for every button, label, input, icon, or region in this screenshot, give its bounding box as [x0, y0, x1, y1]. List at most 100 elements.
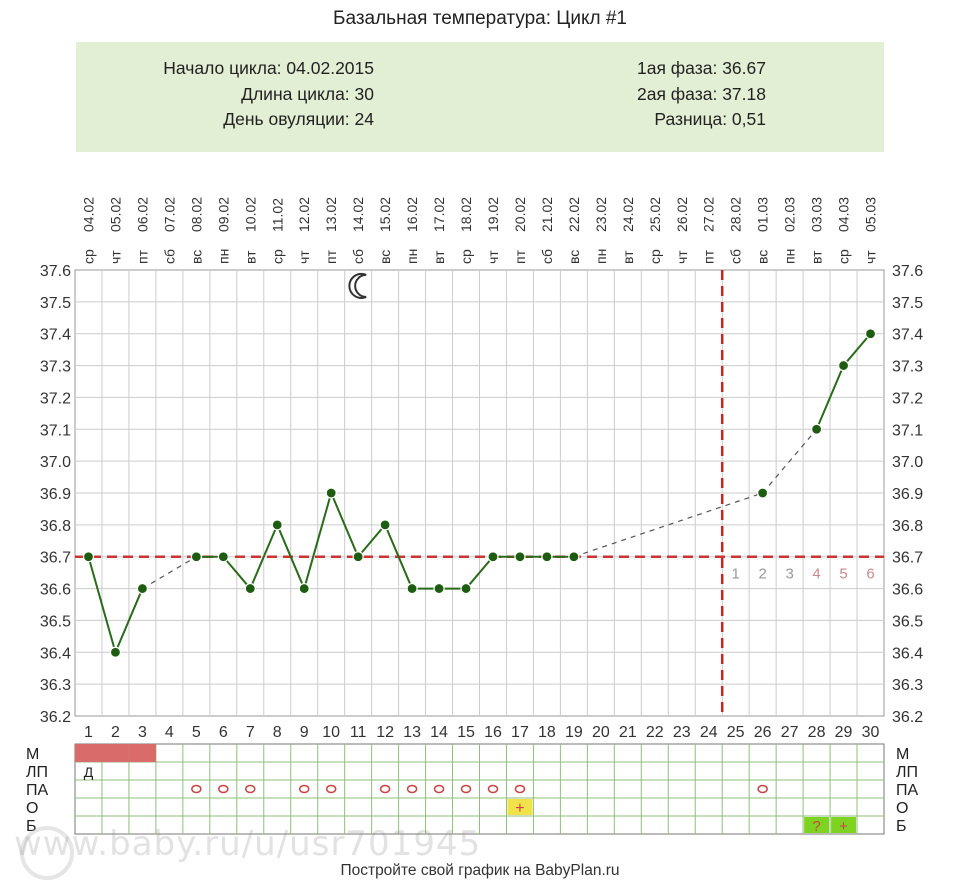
- pa-mark: [218, 784, 229, 794]
- missing-data-link: [762, 428, 818, 494]
- day-number-label: 20: [592, 724, 610, 741]
- y-tick-label-left: 37.4: [40, 327, 71, 344]
- y-tick-label-right: 37.2: [892, 390, 923, 407]
- pa-mark: [514, 784, 526, 794]
- date-label: 07.02: [161, 197, 177, 232]
- pa-mark: [379, 784, 391, 794]
- y-tick-label-right: 37.3: [892, 359, 923, 376]
- date-label: 28.02: [728, 197, 744, 232]
- footer-link[interactable]: Постройте свой график на BabyPlan.ru: [340, 862, 620, 879]
- y-tick-label-left: 36.8: [40, 518, 71, 535]
- temperature-line-segment: [276, 524, 306, 589]
- temperature-point: [271, 519, 283, 531]
- b-mark: +: [839, 818, 848, 835]
- weekday-label: сб: [350, 249, 366, 264]
- day-number-label: 8: [273, 724, 282, 741]
- y-tick-label-left: 37.3: [40, 359, 71, 376]
- luteal-day-label: 5: [839, 566, 847, 583]
- temperature-point: [433, 582, 445, 595]
- weekday-label: чт: [863, 250, 879, 264]
- date-label: 01.03: [755, 197, 771, 232]
- b-mark-cell: [804, 817, 830, 833]
- day-number-label: 11: [350, 724, 367, 741]
- pa-mark: [433, 784, 445, 794]
- table-row-label-left: Б: [26, 818, 37, 835]
- date-label: 13.02: [323, 197, 339, 232]
- weekday-label: сб: [539, 249, 555, 264]
- date-label: 02.03: [782, 197, 798, 232]
- temperature-point: [568, 551, 580, 563]
- o-mark: +: [515, 800, 524, 817]
- temperature-point: [109, 646, 122, 658]
- day-number-label: 3: [138, 724, 147, 741]
- y-tick-label-left: 37.6: [40, 263, 71, 280]
- weekday-label: вт: [431, 250, 447, 264]
- table-row-label-right: ЛП: [896, 764, 918, 781]
- date-label: 09.02: [215, 197, 231, 232]
- y-tick-label-left: 36.5: [40, 613, 71, 630]
- temperature-point: [406, 582, 418, 595]
- temperature-point: [487, 551, 499, 563]
- temperature-point: [837, 359, 850, 372]
- date-label: 05.02: [107, 197, 123, 232]
- day-number-label: 7: [246, 724, 255, 741]
- temperature-point: [190, 551, 202, 563]
- table-row-label-right: Б: [896, 818, 907, 835]
- o-mark-cell: [507, 799, 533, 815]
- date-label: 18.02: [458, 197, 474, 232]
- temperature-line-segment: [842, 333, 872, 367]
- temperature-line-segment: [465, 556, 494, 590]
- day-number-label: 30: [862, 724, 880, 741]
- weekday-label: вс: [377, 250, 393, 264]
- date-label: 05.03: [863, 197, 879, 232]
- weekday-label: вт: [620, 250, 636, 264]
- day-number-label: 26: [754, 724, 772, 741]
- weekday-label: ср: [458, 249, 474, 264]
- date-label: 20.02: [512, 197, 528, 232]
- temperature-point: [136, 582, 149, 595]
- y-tick-label-right: 36.4: [892, 645, 923, 662]
- day-number-label: 1: [84, 724, 93, 741]
- day-number-label: 5: [192, 724, 201, 741]
- weekday-label: ср: [80, 249, 96, 264]
- y-tick-label-right: 36.2: [892, 709, 923, 726]
- date-label: 24.02: [620, 197, 636, 232]
- weekday-label: сб: [161, 249, 177, 264]
- date-label: 03.03: [809, 197, 825, 232]
- pa-mark: [325, 784, 337, 794]
- temperature-line-segment: [114, 588, 144, 653]
- weekday-label: вт: [242, 250, 258, 264]
- ovulation-day: День овуляции: 24: [223, 109, 374, 129]
- date-label: 21.02: [539, 197, 555, 232]
- date-label: 15.02: [377, 197, 393, 232]
- day-number-label: 17: [511, 724, 529, 741]
- table-row-label-right: ПА: [896, 782, 919, 799]
- luteal-day-label: 1: [732, 566, 740, 583]
- phase-2-temp: 2ая фаза: 37.18: [636, 83, 766, 104]
- date-label: 12.02: [296, 197, 312, 232]
- y-tick-label-left: 37.5: [40, 295, 71, 312]
- moon-icon: [348, 272, 367, 299]
- temperature-point: [541, 551, 553, 563]
- luteal-day-label: 3: [785, 566, 793, 583]
- date-label: 11.02: [269, 198, 285, 232]
- missing-data-link: [142, 556, 197, 590]
- y-tick-label-left: 36.7: [40, 550, 71, 567]
- cycle-summary-right: 1ая фаза: 36.67 2ая фаза: 37.18 Разница:…: [637, 56, 766, 133]
- temperature-line-segment: [87, 556, 117, 653]
- weekday-label: ср: [836, 249, 852, 264]
- weekday-label: пн: [404, 249, 420, 264]
- day-number-label: 4: [165, 724, 174, 741]
- day-number-label: 13: [403, 724, 421, 741]
- lp-mark: Д: [84, 764, 94, 780]
- day-number-label: 29: [835, 724, 853, 741]
- date-label: 08.02: [188, 197, 204, 232]
- temperature-line-segment: [222, 556, 252, 590]
- cycle-summary-left: Начало цикла: 04.02.2015 Длина цикла: 30…: [163, 56, 374, 133]
- y-tick-label-right: 37.5: [892, 295, 923, 312]
- date-label: 17.02: [431, 197, 447, 232]
- date-label: 19.02: [485, 197, 501, 232]
- pa-mark: [298, 784, 310, 794]
- day-number-label: 21: [619, 724, 637, 741]
